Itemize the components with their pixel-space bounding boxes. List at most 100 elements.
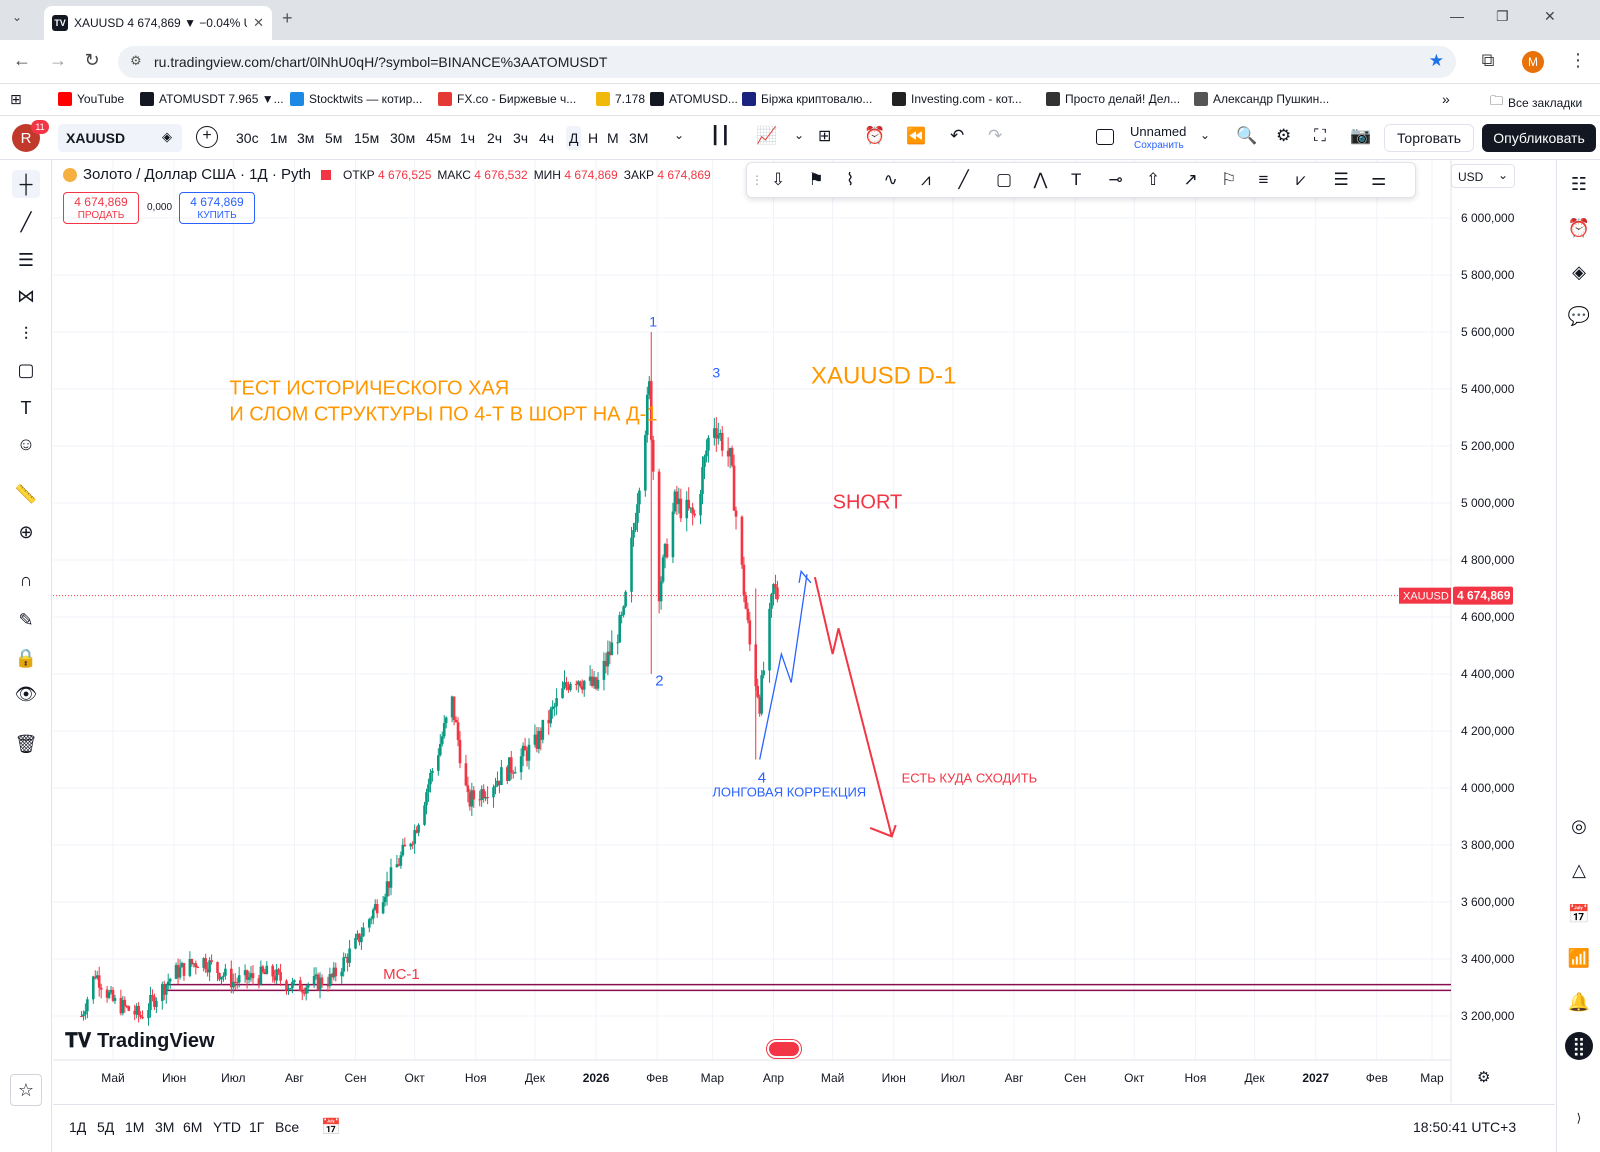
drag-handle-icon[interactable]: ⋮ xyxy=(751,173,763,187)
minimize-icon[interactable]: — xyxy=(1450,8,1464,24)
text-tool-icon[interactable]: T xyxy=(20,397,32,418)
abc-wave-icon[interactable]: ⩗ xyxy=(1296,170,1306,189)
fib-retracement-icon[interactable]: ☰ xyxy=(17,249,35,270)
trend-line-icon[interactable]: ╱ xyxy=(20,211,32,232)
elliott-impulse-icon[interactable]: ⌇ xyxy=(846,170,855,189)
tradingview-logo[interactable]: 𝐓𝐕 TradingView xyxy=(65,1030,215,1053)
layout-icon[interactable] xyxy=(1096,129,1114,145)
close-window-icon[interactable]: ✕ xyxy=(1544,8,1556,24)
range-5[interactable]: 6М xyxy=(183,1119,203,1135)
flag-pole-icon[interactable]: ⚑ xyxy=(808,170,824,189)
bookmark-item[interactable]: Stocktwits — котир... xyxy=(290,92,422,106)
bookmark-item[interactable]: Александр Пушкин... xyxy=(1194,92,1329,106)
tab-close-icon[interactable]: ✕ xyxy=(253,15,264,30)
bookmark-item[interactable]: ATOMUSD... xyxy=(650,92,738,106)
profile-avatar[interactable]: M xyxy=(1522,51,1544,73)
economic-event-flag-icon[interactable] xyxy=(767,1040,801,1058)
interval-11[interactable]: 4ч xyxy=(539,130,555,146)
lock-icon[interactable]: 🔒 xyxy=(14,647,38,668)
flag-icon[interactable]: ⚐ xyxy=(1221,170,1237,189)
streams-icon[interactable]: 📶 xyxy=(1567,947,1591,968)
ideas-icon[interactable]: △ xyxy=(1572,859,1586,880)
zoom-in-icon[interactable]: ⊕ xyxy=(18,521,34,542)
redo-icon[interactable]: ↷ xyxy=(988,126,1003,145)
quick-search-icon[interactable]: 🔍 xyxy=(1236,126,1258,145)
sell-button[interactable]: 4 674,869 ПРОДАТЬ xyxy=(63,192,139,224)
legend-title[interactable]: Золото / Доллар США · 1Д · Pyth xyxy=(83,166,312,183)
all-bookmarks[interactable]: 🗀 Все закладки xyxy=(1490,92,1582,114)
emoji-icon[interactable]: ☺ xyxy=(16,433,36,454)
object-tree-layers-icon[interactable]: ◈ xyxy=(1572,261,1586,282)
range-2[interactable]: 5Д xyxy=(97,1119,115,1135)
calendar-icon[interactable]: 📅 xyxy=(1567,903,1591,924)
save-label[interactable]: Сохранить xyxy=(1134,140,1184,151)
layout-dropdown-icon[interactable]: ⌄ xyxy=(1200,128,1211,142)
list-icon[interactable]: ☰ xyxy=(1333,170,1349,189)
range-7[interactable]: 1Г xyxy=(249,1119,265,1135)
bookmark-item[interactable]: Біржа криптовалю... xyxy=(742,92,872,106)
interval-2[interactable]: 1м xyxy=(270,130,288,146)
magnet-icon[interactable]: ∩ xyxy=(19,569,33,590)
back-icon[interactable]: ← xyxy=(13,50,31,70)
interval-1[interactable]: 30с xyxy=(236,130,259,146)
range-6[interactable]: YTD xyxy=(213,1119,241,1135)
settings-gear-icon[interactable]: ⚙ xyxy=(1276,126,1292,145)
new-tab-button[interactable]: + xyxy=(282,8,293,28)
interval-9[interactable]: 2ч xyxy=(487,130,503,146)
interval-7[interactable]: 45м xyxy=(426,130,452,146)
apps-grid-icon[interactable]: ⊞ xyxy=(10,91,22,107)
forecast-icon[interactable]: ⫶ xyxy=(23,323,29,344)
symbol-diamond-icon[interactable]: ◈ xyxy=(162,129,172,144)
polyline-icon[interactable]: ⋀ xyxy=(1033,170,1048,189)
site-info-icon[interactable]: ⚙ xyxy=(130,53,142,68)
alerts-clock-icon[interactable]: ⏰ xyxy=(1567,217,1591,238)
screener-icon[interactable]: ◎ xyxy=(1571,815,1587,836)
settings-lines-icon[interactable]: ⚌ xyxy=(1371,170,1387,189)
price-chart-svg[interactable]: 6 000,000 5 800,000 5 600,000 5 400,000 5 20… xyxy=(53,160,1555,1103)
undo-icon[interactable]: ↶ xyxy=(950,126,965,145)
chat-icon[interactable]: 💬 xyxy=(1567,305,1591,326)
browser-tab[interactable]: TV XAUUSD 4 674,869 ▼ −0.04% U ✕ xyxy=(44,6,272,40)
interval-13[interactable]: Н xyxy=(588,130,599,146)
arrow-marker-icon[interactable]: ↗ xyxy=(1183,170,1198,189)
forward-icon[interactable]: → xyxy=(49,50,67,70)
interval-15[interactable]: 3М xyxy=(629,130,649,146)
clock-text[interactable]: 18:50:41 UTC+3 xyxy=(1413,1119,1517,1135)
url-field[interactable]: ⚙ ru.tradingview.com/chart/0lNhU0qH/?sym… xyxy=(118,46,1456,78)
interval-12[interactable]: Д xyxy=(566,126,582,150)
range-1[interactable]: 1Д xyxy=(69,1119,87,1135)
interval-dropdown-icon[interactable]: ⌄ xyxy=(674,128,685,142)
templates-icon[interactable]: ⊞ xyxy=(818,128,832,145)
replay-icon[interactable]: ⏪ xyxy=(906,128,926,145)
horizontal-ray-icon[interactable]: ⊸ xyxy=(1108,170,1123,189)
interval-8[interactable]: 1ч xyxy=(460,130,476,146)
range-8[interactable]: Все xyxy=(275,1119,300,1135)
interval-3[interactable]: 3м xyxy=(297,130,315,146)
snapshot-camera-icon[interactable]: 📷 xyxy=(1350,126,1372,145)
fullscreen-icon[interactable]: ⛶ xyxy=(1314,126,1326,145)
stay-drawing-icon[interactable]: ✎ xyxy=(18,609,34,630)
extensions-icon[interactable]: ⧉ xyxy=(1481,50,1495,70)
bookmark-item[interactable]: YouTube xyxy=(58,92,124,106)
bookmark-item[interactable]: FX.co - Биржевые ч... xyxy=(438,92,576,106)
bookmark-item[interactable]: Просто делай! Дел... xyxy=(1046,92,1180,106)
sessions-icon[interactable]: ≡ xyxy=(1258,170,1269,189)
interval-6[interactable]: 30м xyxy=(390,130,416,146)
notifications-bell-icon[interactable]: 🔔 xyxy=(1567,991,1591,1012)
candles-type-icon[interactable]: ┃┃ xyxy=(710,126,731,145)
currency-select[interactable]: USD ⌄ xyxy=(1451,164,1515,188)
trade-button[interactable]: Торговать xyxy=(1384,124,1474,152)
text-icon[interactable]: T xyxy=(1071,170,1082,189)
time-axis-settings-icon[interactable]: ⚙ xyxy=(1477,1069,1491,1086)
shapes-icon[interactable]: ▢ xyxy=(17,359,35,380)
symbol-search[interactable]: XAUUSD ◈ xyxy=(58,124,182,152)
bookmark-item[interactable]: 7.178 xyxy=(596,92,645,106)
interval-4[interactable]: 5м xyxy=(325,130,343,146)
favorites-star-icon[interactable]: ☆ xyxy=(10,1074,42,1106)
bookmark-star-icon[interactable]: ★ xyxy=(1428,51,1444,70)
hide-drawings-eye-icon[interactable]: 👁 xyxy=(14,683,38,704)
products-grid-icon[interactable]: ⣿ xyxy=(1565,1032,1593,1060)
more-bookmarks-icon[interactable]: » xyxy=(1442,91,1450,107)
indicators-icon[interactable]: 📈 xyxy=(756,126,778,145)
watchlist-icon[interactable]: ☷ xyxy=(1570,173,1588,194)
